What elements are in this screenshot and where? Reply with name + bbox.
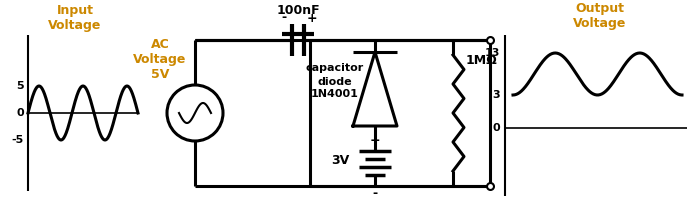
Text: 0: 0: [16, 108, 24, 118]
Text: 1MΩ: 1MΩ: [465, 53, 497, 67]
Text: +: +: [370, 135, 381, 147]
Text: 13: 13: [484, 48, 500, 58]
Text: capacitor: capacitor: [306, 63, 364, 73]
Text: 3: 3: [493, 90, 500, 100]
Text: diode
1N4001: diode 1N4001: [311, 77, 359, 99]
Text: 5: 5: [16, 81, 24, 91]
Text: Output
Voltage: Output Voltage: [574, 2, 627, 30]
Text: 0: 0: [493, 123, 500, 133]
Text: -5: -5: [12, 135, 24, 145]
Text: 100nF: 100nF: [276, 4, 320, 16]
Text: -: -: [282, 11, 286, 25]
Text: 3V: 3V: [331, 155, 349, 167]
Text: -: -: [372, 187, 378, 201]
Text: +: +: [306, 11, 317, 25]
Text: Input
Voltage: Input Voltage: [48, 4, 102, 32]
Text: AC
Voltage
5V: AC Voltage 5V: [133, 38, 187, 82]
